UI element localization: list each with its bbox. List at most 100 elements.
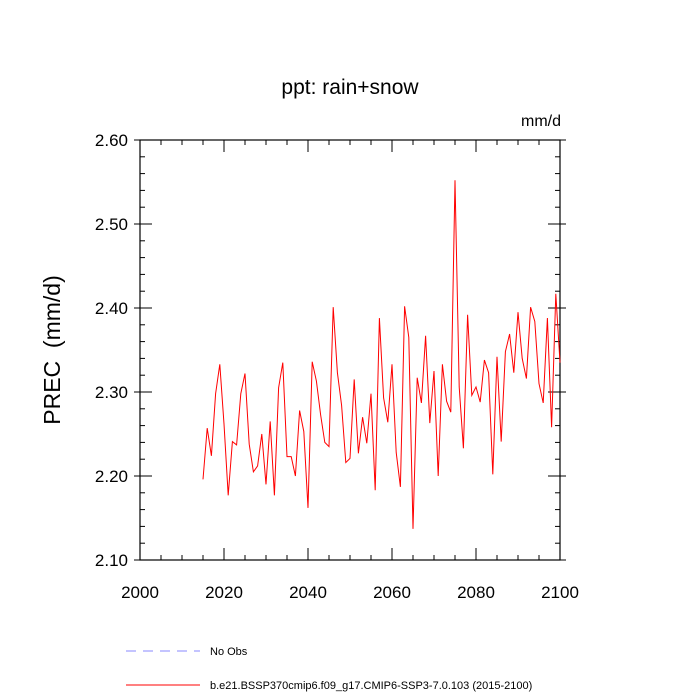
data-point: [299, 410, 300, 411]
data-point: [559, 362, 560, 363]
data-point: [488, 372, 489, 373]
data-point: [240, 393, 241, 394]
data-point: [341, 405, 342, 406]
data-point: [249, 443, 250, 444]
data-point: [215, 393, 216, 394]
legend: No Obs b.e21.BSSP370cmip6.f09_g17.CMIP6-…: [126, 646, 532, 692]
units-label: mm/d: [521, 113, 561, 130]
data-point: [286, 456, 287, 457]
data-point: [496, 356, 497, 357]
data-point: [312, 361, 313, 362]
data-point: [555, 293, 556, 294]
data-point: [513, 372, 514, 373]
data-point: [375, 490, 376, 491]
data-point: [282, 362, 283, 363]
data-point: [333, 307, 334, 308]
data-point: [349, 458, 350, 459]
data-point: [253, 471, 254, 472]
chart-title: ppt: rain+snow: [281, 76, 419, 99]
data-point: [274, 495, 275, 496]
x-tick-label: 2020: [205, 583, 243, 602]
data-point: [303, 431, 304, 432]
data-point: [278, 387, 279, 388]
y-tick-label: 2.40: [95, 299, 128, 318]
data-point: [530, 307, 531, 308]
y-tick-label: 2.10: [95, 551, 128, 570]
data-point: [223, 423, 224, 424]
data-point: [396, 452, 397, 453]
data-point: [362, 417, 363, 418]
data-point: [408, 337, 409, 338]
data-point: [480, 401, 481, 402]
data-point: [429, 422, 430, 423]
data-point: [421, 402, 422, 403]
data-point: [526, 378, 527, 379]
data-point: [438, 475, 439, 476]
data-point: [261, 433, 262, 434]
data-point: [522, 358, 523, 359]
data-point: [467, 314, 468, 315]
data-point: [354, 379, 355, 380]
plot-frame: [139, 139, 561, 561]
data-point: [475, 386, 476, 387]
data-point: [219, 364, 220, 365]
x-tick-label: 2100: [541, 583, 579, 602]
data-point: [450, 412, 451, 413]
data-point: [228, 495, 229, 496]
data-point: [295, 475, 296, 476]
data-point: [244, 373, 245, 374]
x-tick-label: 2000: [121, 583, 159, 602]
data-point: [412, 528, 413, 529]
data-point: [379, 317, 380, 318]
y-tick-labels: 2.10 2.20 2.30 2.40 2.50 2.60: [95, 131, 128, 570]
data-point: [417, 377, 418, 378]
y-tick-label: 2.50: [95, 215, 128, 234]
data-point: [291, 456, 292, 457]
data-point: [232, 441, 233, 442]
data-point: [505, 351, 506, 352]
data-point: [337, 372, 338, 373]
legend-label-no-obs: No Obs: [210, 646, 248, 658]
x-tick-label: 2080: [457, 583, 495, 602]
data-point: [265, 484, 266, 485]
data-point: [400, 486, 401, 487]
data-point: [534, 321, 535, 322]
data-point: [442, 364, 443, 365]
legend-label-model: b.e21.BSSP370cmip6.f09_g17.CMIP6-SSP3-7.…: [210, 680, 532, 692]
data-point: [425, 335, 426, 336]
data-point: [211, 455, 212, 456]
data-point: [328, 446, 329, 447]
data-point: [320, 414, 321, 415]
y-tick-label: 2.60: [95, 131, 128, 150]
data-point: [463, 448, 464, 449]
x-tick-label: 2040: [289, 583, 327, 602]
data-point: [484, 359, 485, 360]
data-point: [270, 421, 271, 422]
data-point: [387, 422, 388, 423]
data-point: [446, 401, 447, 402]
data-point: [391, 364, 392, 365]
data-point: [404, 306, 405, 307]
data-point: [492, 474, 493, 475]
data-point: [202, 479, 203, 480]
data-point: [459, 386, 460, 387]
data-point: [236, 444, 237, 445]
data-point: [543, 402, 544, 403]
data-point: [307, 507, 308, 508]
data-point: [358, 453, 359, 454]
x-tick-label: 2060: [373, 583, 411, 602]
data-point: [324, 442, 325, 443]
data-point: [454, 180, 455, 181]
series-line: [202, 180, 561, 529]
x-tick-labels: 2000 2020 2040 2060 2080 2100: [121, 583, 579, 602]
data-point: [509, 333, 510, 334]
data-point: [471, 395, 472, 396]
data-point: [538, 383, 539, 384]
data-point: [345, 462, 346, 463]
data-point: [547, 317, 548, 318]
data-point: [370, 393, 371, 394]
data-point: [501, 441, 502, 442]
y-axis-label: PREC (mm/d): [39, 275, 65, 425]
data-point: [366, 443, 367, 444]
